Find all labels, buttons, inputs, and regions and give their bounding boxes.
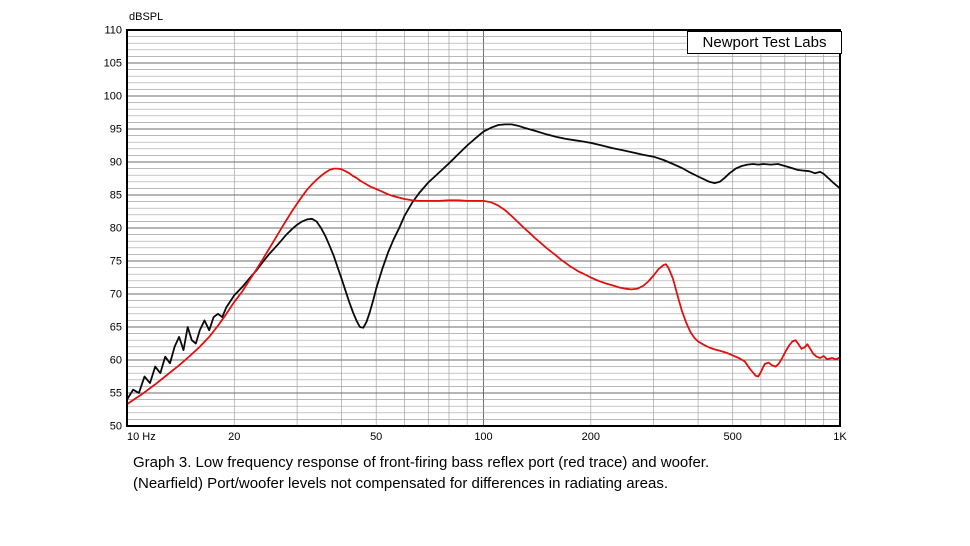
caption-line-1: Graph 3. Low frequency response of front… <box>133 454 710 471</box>
y-axis-unit-label: dBSPL <box>129 11 164 23</box>
y-tick-label: 95 <box>110 124 122 136</box>
y-tick-label: 60 <box>110 355 122 367</box>
x-tick-label: 50 <box>370 431 382 443</box>
caption-line-2: (Nearfield) Port/woofer levels not compe… <box>133 475 668 492</box>
y-tick-label: 110 <box>104 25 122 37</box>
x-tick-label: 500 <box>724 431 742 443</box>
series-woofer-trace <box>126 123 841 401</box>
y-tick-label: 75 <box>110 256 122 268</box>
y-tick-label: 100 <box>104 91 122 103</box>
y-tick-label: 70 <box>110 289 122 301</box>
x-tick-label: 20 <box>228 431 240 443</box>
x-tick-label: 10 Hz <box>127 431 156 443</box>
x-tick-label: 1K <box>833 431 847 443</box>
y-tick-label: 105 <box>104 58 122 70</box>
plot-border <box>126 29 841 427</box>
lab-name-label: Newport Test Labs <box>687 31 842 54</box>
y-tick-label: 55 <box>110 388 122 400</box>
series-port-trace <box>126 167 841 406</box>
axis-labels: 50 55 60 65 70 75 80 85 90 95 100 105 110 10 Hz 20 50 10… <box>104 25 848 444</box>
y-tick-label: 65 <box>110 322 122 334</box>
y-tick-label: 50 <box>110 421 122 433</box>
caption: Graph 3. Low frequency response of front… <box>133 452 873 494</box>
x-tick-label: 200 <box>582 431 600 443</box>
grid <box>126 29 840 427</box>
y-tick-label: 80 <box>110 223 122 235</box>
y-tick-label: 90 <box>110 157 122 169</box>
x-tick-label: 100 <box>474 431 492 443</box>
y-tick-label: 85 <box>110 190 122 202</box>
